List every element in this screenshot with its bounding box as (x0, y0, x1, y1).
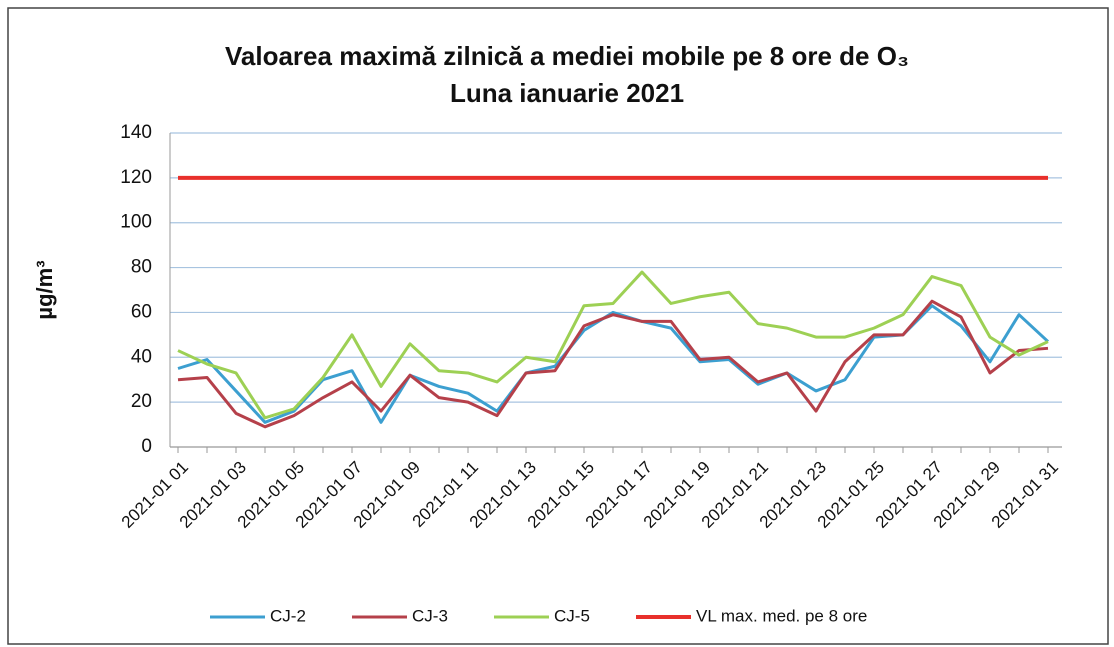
legend-label: CJ-5 (554, 606, 590, 625)
y-tick-label: 80 (131, 257, 152, 278)
y-axis-label: µg/m³ (32, 260, 57, 319)
chart-subtitle: Luna ianuarie 2021 (450, 78, 684, 108)
y-tick-label: 140 (120, 122, 152, 143)
chart-title: Valoarea maximă zilnică a mediei mobile … (225, 41, 909, 71)
series-line (177, 304, 1050, 424)
y-tick-label: 0 (141, 436, 152, 457)
y-tick-label: 20 (131, 391, 152, 412)
y-tick-label: 120 (120, 167, 152, 188)
series-line (177, 270, 1049, 420)
legend-label: CJ-3 (412, 606, 448, 625)
y-tick-label: 60 (131, 301, 152, 322)
y-tick-label: 100 (120, 212, 152, 233)
legend-label: VL max. med. pe 8 ore (696, 606, 867, 625)
legend-label: CJ-2 (270, 606, 306, 625)
series-line (177, 299, 1049, 429)
frame (7, 7, 1109, 645)
y-tick-label: 40 (131, 346, 152, 367)
